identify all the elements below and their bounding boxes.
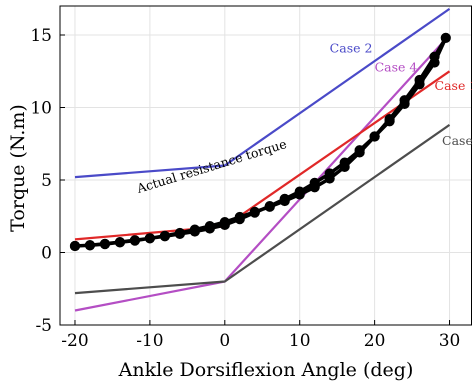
- actual-resistance-torque-point: [414, 74, 425, 86]
- actual-resistance-torque-point: [324, 173, 335, 184]
- actual-resistance-torque-point: [114, 237, 126, 248]
- y-tick-label: 5: [41, 171, 52, 191]
- axis-ticks: -20 -10 0 10 20 30 -5 0 5 10 15: [30, 26, 460, 351]
- case-3-line: [74, 123, 451, 295]
- actual-resistance-torque-point: [279, 195, 290, 207]
- case-2-line: [74, 7, 451, 179]
- y-tick-label: 10: [30, 99, 52, 119]
- actual-resistance-torque-point: [294, 189, 305, 200]
- y-axis-title: Torque (N.m): [7, 104, 29, 232]
- y-tick-label: 15: [30, 26, 52, 46]
- case-4-label: Case 4: [375, 59, 418, 74]
- actual-resistance-torque-point: [384, 114, 395, 125]
- actual-resistance-torque-point: [429, 51, 440, 62]
- actual-resistance-torque-point: [369, 131, 380, 142]
- actual-resistance-torque-point: [249, 206, 260, 217]
- x-axis-title: Ankle Dorsiflexion Angle (deg): [118, 359, 414, 381]
- actual-resistance-torque-point: [99, 238, 111, 250]
- grid-lines: [60, 6, 472, 326]
- actual-resistance-torque-point: [234, 211, 245, 223]
- x-tick-label: 30: [439, 331, 461, 351]
- actual-resistance-torque-point: [69, 240, 81, 252]
- x-tick-label: -10: [136, 331, 163, 351]
- actual-resistance-torque-point: [354, 147, 365, 158]
- actual-resistance-torque-point: [84, 240, 96, 251]
- x-tick-label: 20: [364, 331, 386, 351]
- actual-resistance-torque-point: [159, 230, 170, 241]
- actual-resistance-torque-point: [264, 201, 275, 212]
- case-2-label: Case 2: [330, 40, 373, 55]
- case-1-label: Case 1: [435, 78, 472, 93]
- actual-resistance-torque-point: [219, 216, 230, 228]
- x-tick-label: 0: [219, 331, 230, 351]
- actual-resistance-torque-point: [174, 227, 185, 239]
- y-tick-label: -5: [35, 316, 52, 336]
- case-3-label: Case 3: [442, 133, 472, 148]
- actual-resistance-torque-point: [129, 235, 141, 246]
- x-tick-label: 10: [289, 331, 311, 351]
- y-tick-label: 0: [41, 244, 52, 264]
- actual-resistance-torque-point: [440, 32, 451, 44]
- actual-resistance-torque-point: [204, 221, 215, 232]
- x-tick-label: -20: [61, 331, 88, 351]
- actual-resistance-torque-point: [144, 233, 155, 244]
- plot-area-frame: [59, 5, 472, 326]
- series-layer: [69, 7, 451, 312]
- actual-resistance-torque-point: [339, 161, 350, 173]
- actual-resistance-torque-point: [309, 182, 320, 193]
- actual-resistance-torque-point: [399, 95, 410, 106]
- actual-resistance-torque-label: Actual resistance torque: [134, 136, 288, 196]
- actual-resistance-torque-point: [189, 224, 200, 235]
